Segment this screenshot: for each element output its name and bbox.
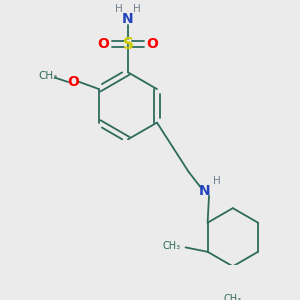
Text: O: O [68,75,79,89]
Text: CH₃: CH₃ [224,294,242,300]
Text: O: O [97,37,109,51]
Text: H: H [133,4,141,14]
Text: N: N [199,184,210,198]
Text: N: N [122,12,134,26]
Text: H: H [115,4,123,14]
Text: CH₃: CH₃ [38,71,57,81]
Text: CH₃: CH₃ [162,241,180,250]
Text: H: H [213,176,221,186]
Text: O: O [147,37,159,51]
Text: S: S [122,37,134,52]
